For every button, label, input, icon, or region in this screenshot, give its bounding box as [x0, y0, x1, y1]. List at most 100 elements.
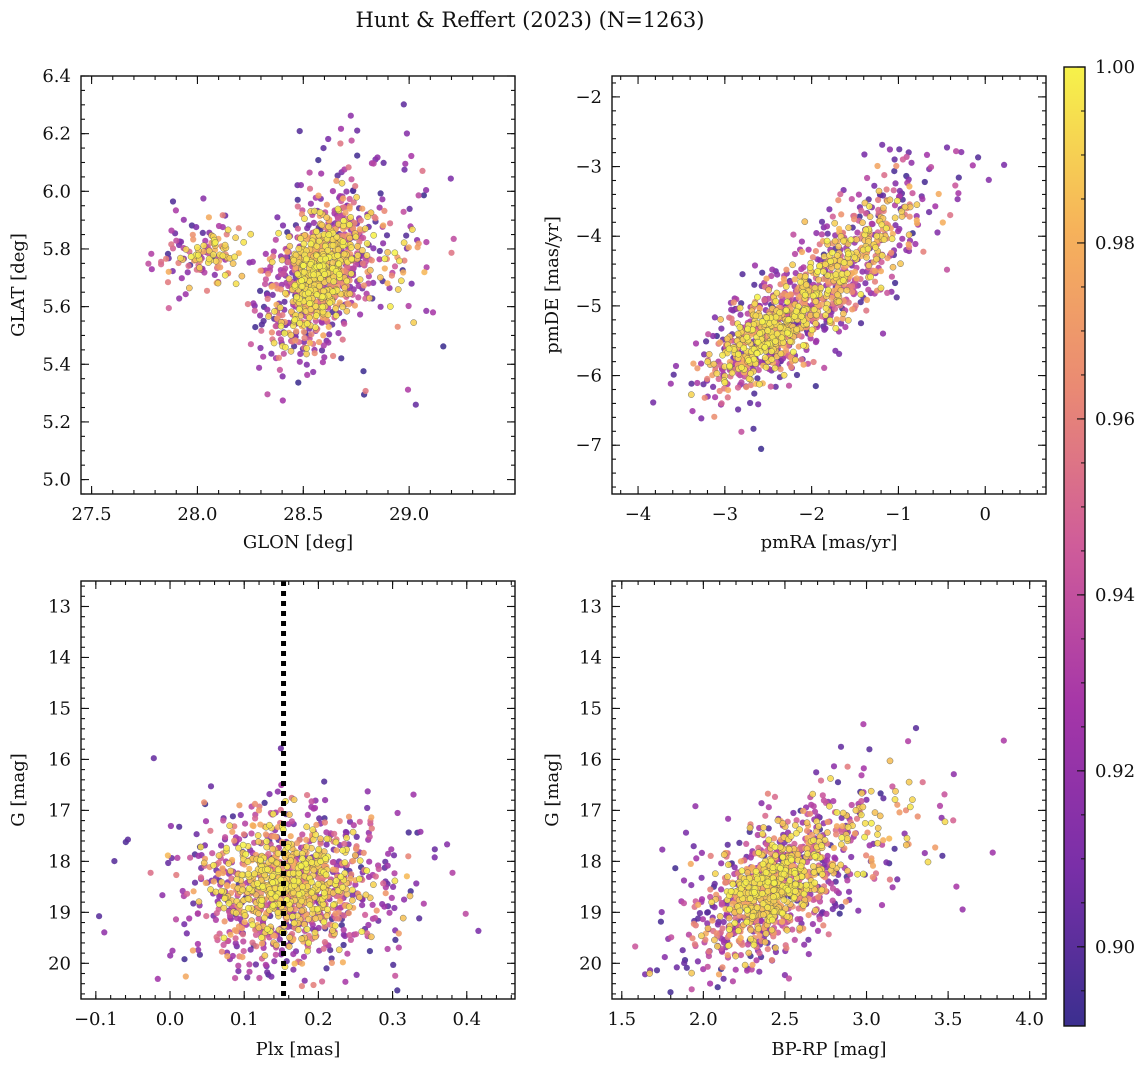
scatter-point — [395, 930, 402, 937]
scatter-point — [346, 221, 353, 228]
scatter-point — [877, 268, 885, 275]
scatter-point — [826, 316, 834, 324]
scatter-point — [279, 312, 286, 319]
scatter-point — [292, 337, 299, 344]
scatter-point — [955, 174, 962, 181]
scatter-point — [339, 884, 346, 891]
scatter-point — [837, 743, 845, 750]
scatter-point — [309, 826, 317, 834]
scatter-point — [306, 169, 313, 176]
scatter-point — [698, 415, 705, 422]
scatter-point — [805, 936, 812, 943]
scatter-point — [299, 855, 306, 862]
scatter-point — [751, 281, 758, 288]
scatter-point — [800, 264, 807, 271]
scatter-point — [165, 268, 172, 275]
scatter-point — [266, 791, 273, 798]
scatter-point — [384, 945, 391, 953]
scatter-point — [324, 906, 331, 913]
scatter-point — [865, 286, 872, 293]
scatter-point — [783, 266, 790, 273]
scatter-point — [240, 948, 247, 955]
scatter-point — [782, 283, 790, 290]
scatter-point — [343, 269, 350, 276]
scatter-point — [756, 330, 764, 337]
scatter-point — [810, 306, 818, 313]
scatter-point — [866, 203, 873, 210]
scatter-point — [339, 303, 346, 311]
scatter-point — [815, 276, 822, 284]
scatter-point — [296, 319, 304, 327]
scatter-point — [689, 935, 696, 942]
scatter-point — [343, 834, 350, 842]
scatter-point — [184, 269, 191, 276]
scatter-point — [475, 927, 482, 935]
scatter-point — [812, 320, 820, 327]
scatter-point — [752, 312, 760, 320]
scatter-point — [362, 387, 369, 395]
scatter-point — [111, 858, 118, 865]
scatter-point — [735, 350, 742, 358]
scatter-point — [359, 902, 366, 909]
scatter-point — [258, 934, 266, 941]
scatter-point — [784, 292, 791, 300]
scatter-point — [203, 913, 210, 920]
scatter-point — [250, 300, 257, 307]
scatter-point — [231, 927, 238, 934]
scatter-point — [241, 912, 249, 919]
scatter-point — [891, 214, 899, 222]
scatter-point — [255, 910, 262, 917]
scatter-point — [329, 188, 336, 195]
y-tick-label: 5.2 — [42, 412, 71, 433]
scatter-point — [975, 154, 982, 161]
scatter-point — [341, 284, 348, 292]
scatter-point — [822, 304, 830, 312]
scatter-point — [211, 271, 218, 278]
scatter-point — [321, 354, 328, 361]
scatter-point — [762, 363, 770, 371]
scatter-point — [689, 408, 696, 415]
scatter-point — [417, 828, 424, 835]
scatter-point — [688, 391, 695, 398]
scatter-point — [300, 953, 308, 960]
scatter-point — [690, 360, 697, 367]
scatter-point — [703, 338, 710, 345]
scatter-point — [864, 174, 871, 182]
scatter-point — [168, 227, 175, 234]
scatter-point — [335, 330, 342, 337]
scatter-point — [172, 916, 180, 923]
scatter-point — [173, 237, 180, 244]
scatter-point — [895, 228, 902, 235]
x-tick-label: 0.4 — [452, 1009, 481, 1030]
scatter-point — [303, 823, 311, 831]
scatter-point — [800, 307, 808, 314]
scatter-point — [202, 818, 210, 825]
scatter-point — [341, 320, 348, 327]
scatter-point — [764, 790, 772, 797]
scatter-point — [196, 264, 203, 272]
scatter-point — [264, 306, 271, 313]
scatter-point — [315, 192, 322, 199]
scatter-point — [263, 925, 271, 933]
scatter-point — [320, 945, 327, 952]
scatter-point — [387, 220, 394, 227]
scatter-point — [908, 159, 915, 166]
scatter-point — [150, 755, 157, 762]
y-tick-label: 6.2 — [42, 124, 71, 145]
scatter-point — [349, 828, 357, 836]
scatter-point — [395, 944, 402, 951]
scatter-point — [449, 869, 456, 876]
scatter-point — [347, 112, 354, 119]
scatter-point — [268, 350, 275, 357]
scatter-point — [883, 224, 890, 232]
scatter-point — [251, 870, 258, 878]
scatter-point — [777, 350, 785, 358]
scatter-point — [364, 804, 371, 812]
scatter-point — [739, 271, 746, 278]
scatter-point — [344, 950, 351, 957]
scatter-point — [840, 310, 847, 317]
scatter-point — [444, 841, 451, 848]
scatter-point — [690, 920, 698, 928]
scatter-point — [169, 198, 177, 205]
scatter-point — [189, 231, 196, 238]
